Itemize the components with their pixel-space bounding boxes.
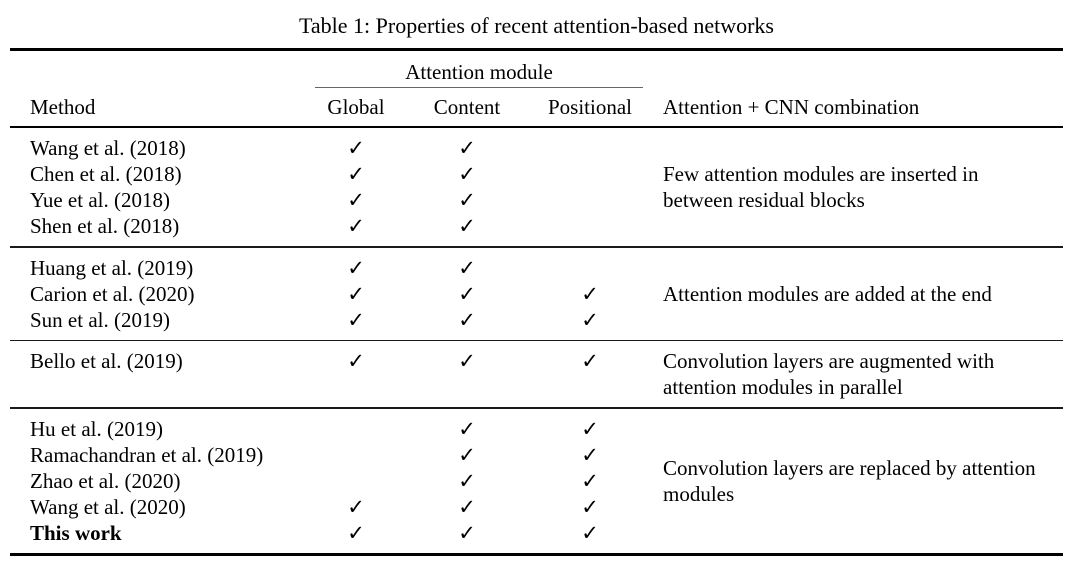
check-content: ✓ bbox=[458, 281, 476, 306]
check-global: ✓ bbox=[347, 255, 365, 280]
check-positional: ✓ bbox=[581, 494, 599, 519]
check-global: ✓ bbox=[347, 162, 365, 186]
table-row: Chen et al. (2018) ✓ ✓ bbox=[30, 161, 643, 187]
group-comment: Attention modules are added at the end bbox=[663, 281, 992, 306]
check-global: ✓ bbox=[347, 349, 365, 373]
check-global: ✓ bbox=[347, 520, 365, 545]
bottom-rule bbox=[10, 552, 1063, 556]
check-content: ✓ bbox=[458, 468, 476, 493]
group-comment: Few attention modules are inserted in be… bbox=[663, 162, 979, 212]
check-positional bbox=[537, 135, 643, 161]
method-cell: Yue et al. (2018) bbox=[30, 188, 170, 212]
table-row: Shen et al. (2018) ✓ ✓ bbox=[30, 213, 643, 239]
check-content: ✓ bbox=[458, 349, 476, 373]
check-positional: ✓ bbox=[581, 281, 599, 306]
check-content: ✓ bbox=[458, 494, 476, 519]
table-row: Ramachandran et al. (2019) ✓ ✓ bbox=[30, 442, 643, 468]
col-header-method: Method bbox=[30, 94, 96, 119]
group-comment: Convolution layers are replaced by atten… bbox=[663, 455, 1036, 506]
table-row: Bello et al. (2019) ✓ ✓ ✓ bbox=[30, 348, 643, 374]
method-cell: Wang et al. (2018) bbox=[30, 136, 186, 160]
check-positional: ✓ bbox=[581, 520, 599, 545]
check-content: ✓ bbox=[458, 416, 476, 441]
table-group-4: Hu et al. (2019) ✓ ✓ Ramachandran et al.… bbox=[10, 409, 1063, 553]
check-content: ✓ bbox=[458, 442, 476, 467]
attention-table: Table 1: Properties of recent attention-… bbox=[10, 0, 1063, 556]
table-row-this-work: This work ✓ ✓ ✓ bbox=[30, 520, 643, 546]
check-global bbox=[315, 442, 397, 468]
check-content: ✓ bbox=[458, 136, 476, 160]
header-rule bbox=[10, 126, 1063, 128]
spacer-cell bbox=[30, 51, 315, 88]
col-header-global: Global bbox=[327, 94, 385, 119]
check-positional bbox=[537, 187, 643, 213]
method-cell: This work bbox=[30, 520, 122, 545]
group-separator bbox=[10, 407, 1063, 409]
check-content: ✓ bbox=[458, 520, 476, 545]
table-row: Sun et al. (2019) ✓ ✓ ✓ bbox=[30, 307, 643, 333]
method-cell: Sun et al. (2019) bbox=[30, 307, 170, 332]
col-header-content: Content bbox=[433, 94, 501, 119]
check-content: ✓ bbox=[458, 214, 476, 238]
check-global: ✓ bbox=[347, 281, 365, 306]
table-group-2: Huang et al. (2019) ✓ ✓ Carion et al. (2… bbox=[10, 248, 1063, 340]
check-positional bbox=[537, 255, 643, 281]
col-header-combination: Attention + CNN combination bbox=[663, 94, 920, 119]
check-positional: ✓ bbox=[581, 349, 599, 373]
check-content: ✓ bbox=[458, 188, 476, 212]
method-cell: Wang et al. (2020) bbox=[30, 494, 186, 519]
check-global bbox=[315, 468, 397, 494]
table-group-1: Wang et al. (2018) ✓ ✓ Chen et al. (2018… bbox=[10, 128, 1063, 246]
table-group-3: Bello et al. (2019) ✓ ✓ ✓ Convolution la… bbox=[10, 341, 1063, 407]
check-positional: ✓ bbox=[581, 307, 599, 332]
check-global bbox=[315, 416, 397, 442]
check-global: ✓ bbox=[347, 188, 365, 212]
check-content: ✓ bbox=[458, 255, 476, 280]
top-rule bbox=[10, 48, 1063, 51]
table-row: Wang et al. (2018) ✓ ✓ bbox=[30, 135, 643, 161]
check-global: ✓ bbox=[347, 214, 365, 238]
table-row: Carion et al. (2020) ✓ ✓ ✓ bbox=[30, 281, 643, 307]
table-row: Yue et al. (2018) ✓ ✓ bbox=[30, 187, 643, 213]
col-header-positional: Positional bbox=[547, 94, 632, 119]
column-header-row: Method Global Content Positional Attenti… bbox=[10, 88, 1063, 126]
span-header-row: Attention module bbox=[10, 51, 643, 88]
table-row: Zhao et al. (2020) ✓ ✓ bbox=[30, 468, 643, 494]
method-cell: Hu et al. (2019) bbox=[30, 416, 163, 441]
table-row: Huang et al. (2019) ✓ ✓ bbox=[30, 255, 643, 281]
table-caption: Table 1: Properties of recent attention-… bbox=[299, 13, 774, 38]
attention-module-span-header: Attention module bbox=[315, 51, 643, 88]
check-global: ✓ bbox=[347, 136, 365, 160]
check-positional bbox=[537, 213, 643, 239]
method-cell: Bello et al. (2019) bbox=[30, 349, 183, 373]
table-row: Hu et al. (2019) ✓ ✓ bbox=[30, 416, 643, 442]
method-cell: Zhao et al. (2020) bbox=[30, 468, 181, 493]
check-content: ✓ bbox=[458, 307, 476, 332]
check-content: ✓ bbox=[458, 162, 476, 186]
group-comment: Convolution layers are augmented with at… bbox=[663, 349, 995, 399]
group-separator bbox=[10, 246, 1063, 248]
check-positional: ✓ bbox=[581, 416, 599, 441]
check-global: ✓ bbox=[347, 494, 365, 519]
check-positional: ✓ bbox=[581, 442, 599, 467]
method-cell: Ramachandran et al. (2019) bbox=[30, 442, 264, 467]
method-cell: Shen et al. (2018) bbox=[30, 214, 180, 238]
method-cell: Carion et al. (2020) bbox=[30, 281, 195, 306]
check-positional bbox=[537, 161, 643, 187]
group-separator bbox=[10, 339, 1063, 341]
check-positional: ✓ bbox=[581, 468, 599, 493]
check-global: ✓ bbox=[347, 307, 365, 332]
table-row: Wang et al. (2020) ✓ ✓ ✓ bbox=[30, 494, 643, 520]
method-cell: Chen et al. (2018) bbox=[30, 162, 182, 186]
method-cell: Huang et al. (2019) bbox=[30, 255, 194, 280]
